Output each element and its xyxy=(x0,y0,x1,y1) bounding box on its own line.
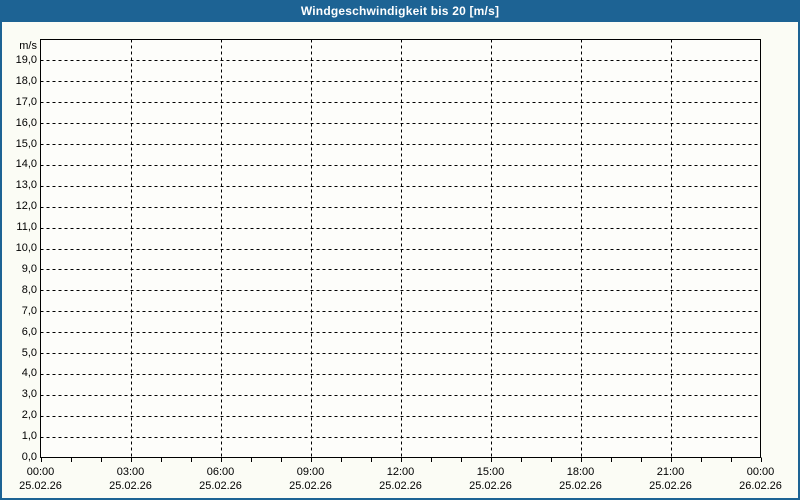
y-tick-label: 6,0 xyxy=(21,325,37,338)
y-tick-label: 9,0 xyxy=(21,262,37,275)
y-tick-label: 3,0 xyxy=(21,388,37,401)
x-tick-time-label: 00:00 xyxy=(746,466,775,478)
y-tick-label: 10,0 xyxy=(15,242,37,254)
x-tick-time-label: 06:00 xyxy=(206,466,235,478)
x-tick-time-label: 18:00 xyxy=(566,466,595,478)
x-tick-date-label: 25.02.26 xyxy=(379,480,422,492)
y-tick-label: 16,0 xyxy=(15,116,37,129)
x-tick-date-label: 26.02.26 xyxy=(739,480,782,492)
x-tick-time-label: 00:00 xyxy=(26,466,55,478)
y-tick-label: 19,0 xyxy=(15,53,37,66)
y-tick-label: 7,0 xyxy=(21,304,37,317)
x-tick-time-label: 09:00 xyxy=(296,466,325,478)
y-tick-label: 11,0 xyxy=(16,221,37,234)
y-axis-unit-label: m/s xyxy=(19,40,37,52)
x-tick-time-label: 03:00 xyxy=(116,466,145,478)
x-tick-date-label: 25.02.26 xyxy=(469,480,512,492)
y-tick-label: 12,0 xyxy=(15,200,37,213)
y-tick-label: 15,0 xyxy=(15,137,37,150)
y-tick-label: 2,0 xyxy=(21,409,37,422)
x-tick-date-label: 25.02.26 xyxy=(19,480,62,492)
x-tick-time-label: 12:00 xyxy=(386,466,415,478)
y-tick-label: 17,0 xyxy=(15,95,37,108)
x-tick-date-label: 25.02.26 xyxy=(649,480,692,492)
y-tick-label: 13,0 xyxy=(15,179,37,192)
x-tick-time-label: 21:00 xyxy=(656,466,685,478)
plot-frame xyxy=(40,39,761,458)
y-tick-label: 5,0 xyxy=(21,346,37,359)
x-tick-date-label: 25.02.26 xyxy=(289,480,332,492)
y-tick-label: 0,0 xyxy=(21,451,37,463)
y-tick-label: 14,0 xyxy=(15,158,37,171)
chart-title: Windgeschwindigkeit bis 20 [m/s] xyxy=(0,0,800,22)
y-tick-label: 18,0 xyxy=(15,74,37,87)
x-tick-time-label: 15:00 xyxy=(476,466,505,478)
y-tick-label: 1,0 xyxy=(21,430,37,443)
x-tick-date-label: 25.02.26 xyxy=(199,480,242,492)
x-tick-date-label: 25.02.26 xyxy=(109,480,152,492)
y-tick-label: 4,0 xyxy=(21,367,37,380)
y-tick-label: 8,0 xyxy=(21,283,37,296)
x-tick-date-label: 25.02.26 xyxy=(559,480,602,492)
